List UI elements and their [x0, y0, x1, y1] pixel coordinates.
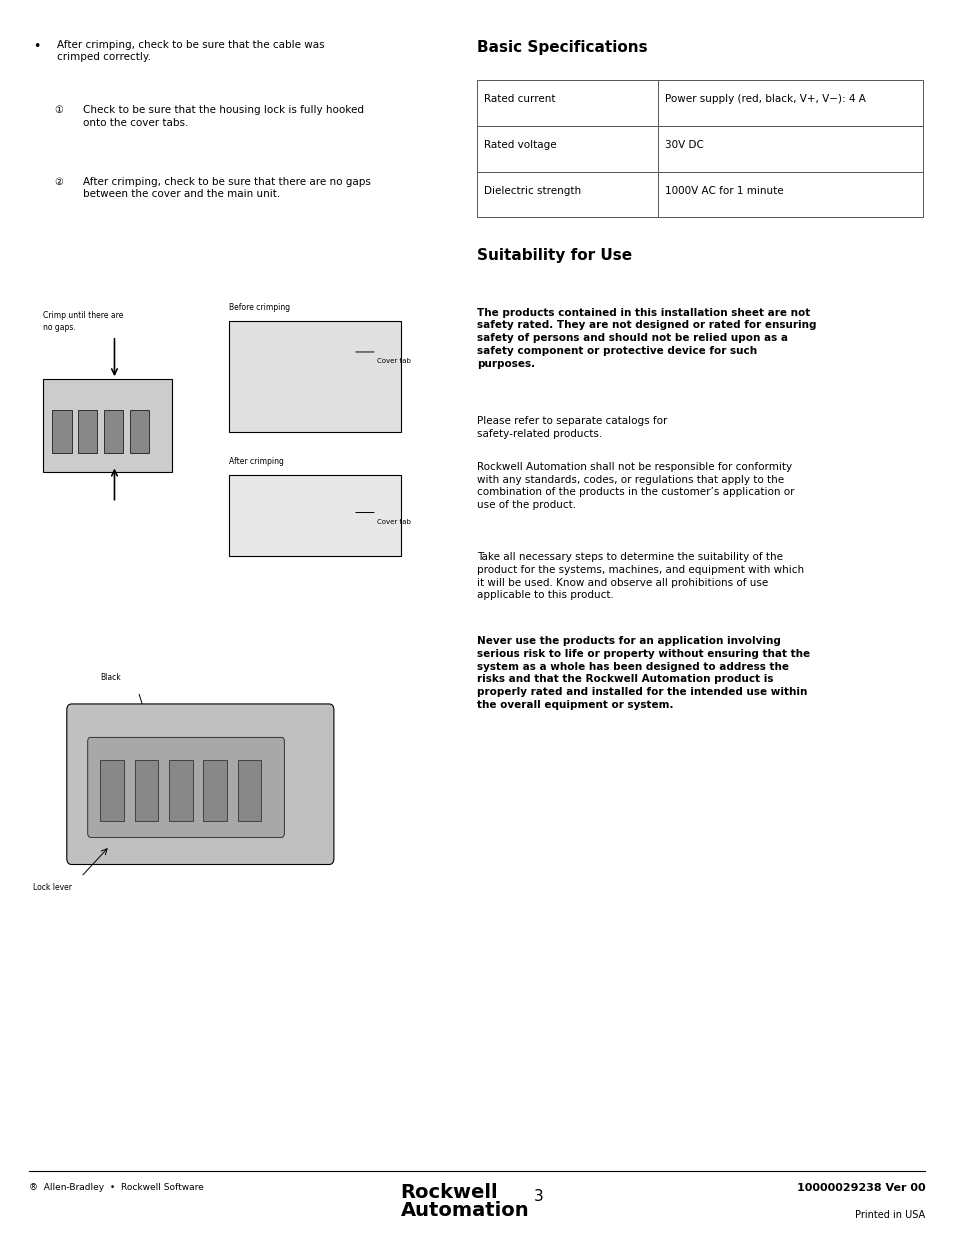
Bar [104, 410, 123, 453]
Text: Suitability for Use: Suitability for Use [476, 248, 632, 263]
Text: 1000V AC for 1 minute: 1000V AC for 1 minute [664, 185, 782, 196]
Text: 3: 3 [534, 1189, 543, 1204]
Text: Basic Specifications: Basic Specifications [476, 40, 647, 54]
Bar [52, 410, 71, 453]
Text: 10000029238 Ver 00: 10000029238 Ver 00 [796, 1183, 924, 1193]
Bar [229, 475, 400, 556]
Text: ①: ① [54, 105, 63, 115]
Text: Cover tab: Cover tab [376, 358, 411, 364]
Text: Rockwell Automation shall not be responsible for conformity
with any standards, : Rockwell Automation shall not be respons… [476, 462, 794, 510]
Bar [476, 126, 923, 172]
Text: Cover tab: Cover tab [376, 519, 411, 525]
Text: Before crimping: Before crimping [229, 303, 290, 311]
Text: Rated current: Rated current [483, 94, 555, 105]
Bar [203, 760, 227, 821]
Text: ®  Allen-Bradley  •  Rockwell Software: ® Allen-Bradley • Rockwell Software [29, 1183, 203, 1192]
Text: Please refer to separate catalogs for
safety-related products.: Please refer to separate catalogs for sa… [476, 416, 667, 438]
Text: After crimping, check to be sure that the cable was
crimped correctly.: After crimping, check to be sure that th… [57, 40, 325, 62]
Text: 30V DC: 30V DC [664, 140, 703, 151]
Bar [476, 172, 923, 217]
FancyBboxPatch shape [67, 704, 334, 864]
Text: Crimp until there are
no gaps.: Crimp until there are no gaps. [43, 311, 123, 332]
Text: ②: ② [54, 177, 63, 186]
Text: Never use the products for an application involving
serious risk to life or prop: Never use the products for an applicatio… [476, 636, 809, 710]
Bar [169, 760, 193, 821]
Bar [476, 80, 923, 126]
Bar [134, 760, 158, 821]
Text: Check to be sure that the housing lock is fully hooked
onto the cover tabs.: Check to be sure that the housing lock i… [83, 105, 364, 127]
Text: Lock lever: Lock lever [33, 883, 72, 892]
Text: Power supply (red, black, V+, V−): 4 A: Power supply (red, black, V+, V−): 4 A [664, 94, 865, 105]
Text: The products contained in this installation sheet are not
safety rated. They are: The products contained in this installat… [476, 308, 816, 369]
Text: Printed in USA: Printed in USA [854, 1210, 924, 1220]
Bar [229, 321, 400, 432]
Text: •: • [33, 40, 41, 53]
FancyBboxPatch shape [88, 737, 284, 837]
Bar [100, 760, 124, 821]
Text: Rockwell
Automation: Rockwell Automation [400, 1183, 529, 1220]
Text: After crimping: After crimping [229, 457, 284, 466]
Text: Dielectric strength: Dielectric strength [483, 185, 580, 196]
Bar [43, 379, 172, 472]
Text: Rated voltage: Rated voltage [483, 140, 556, 151]
Bar [130, 410, 149, 453]
Bar [237, 760, 261, 821]
Text: After crimping, check to be sure that there are no gaps
between the cover and th: After crimping, check to be sure that th… [83, 177, 371, 199]
Bar [78, 410, 97, 453]
Text: Take all necessary steps to determine the suitability of the
product for the sys: Take all necessary steps to determine th… [476, 552, 803, 600]
Text: Black: Black [100, 673, 121, 682]
